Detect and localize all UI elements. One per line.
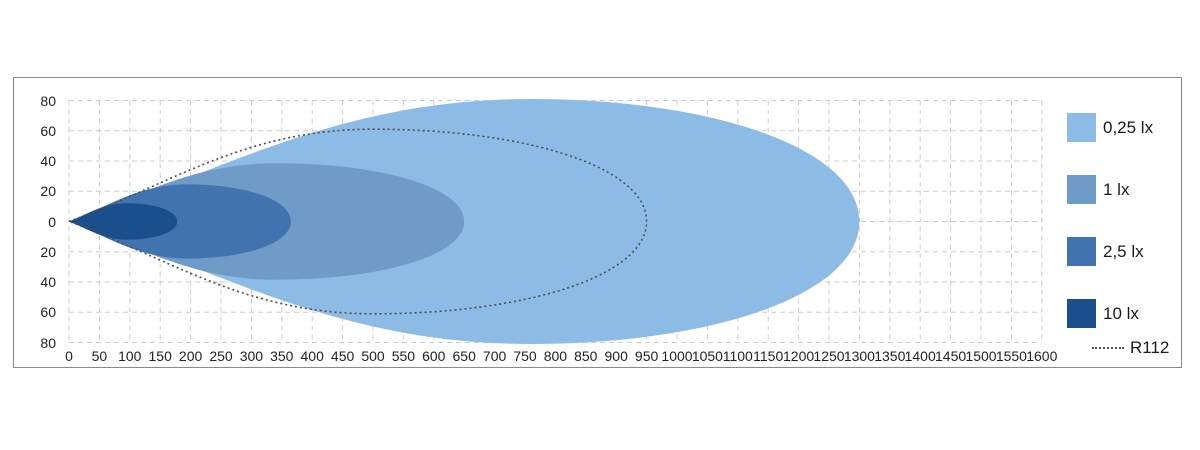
y-tick-label: 20 [40,183,56,200]
x-tick-label: 750 [513,348,537,364]
x-tick-label: 100 [118,348,142,364]
x-tick-label: 650 [452,348,476,364]
x-tick-label: 200 [178,348,203,364]
x-tick-label: 1300 [843,348,875,364]
x-tick-label: 1250 [813,348,845,364]
x-tick-label: 400 [300,348,324,364]
x-tick-label: 700 [482,348,507,364]
y-tick-label: 80 [40,92,56,109]
x-tick-label: 1350 [874,348,906,364]
x-tick-label: 1600 [1026,348,1058,364]
y-tick-label: 20 [40,243,56,260]
x-tick-label: 1550 [995,348,1027,364]
legend-label: R112 [1130,338,1170,357]
x-tick-label: 250 [209,348,233,364]
legend-swatch-10-lx [1067,299,1096,328]
x-tick-label: 950 [634,348,659,364]
legend-label: 2,5 lx [1103,242,1144,261]
legend-swatch-0-25-lx [1067,113,1096,142]
legend-swatch-2-5-lx [1067,237,1096,266]
x-tick-label: 350 [270,348,294,364]
x-tick-label: 0 [65,348,73,364]
x-tick-label: 1150 [753,348,784,364]
x-tick-label: 1450 [935,348,967,364]
y-tick-label: 60 [40,304,56,321]
y-tick-label: 40 [40,274,56,290]
x-tick-label: 500 [361,348,385,364]
x-tick-label: 800 [543,348,568,364]
x-tick-label: 850 [574,348,598,364]
beam-contour-R112 [66,128,648,315]
x-tick-label: 300 [239,348,264,364]
legend-dotted-line-icon [1092,347,1124,349]
x-tick-label: 150 [148,348,172,364]
legend-label: 1 lx [1103,180,1130,199]
legend-swatch-1-lx [1067,175,1096,204]
legend-label: 0,25 lx [1103,118,1154,137]
y-tick-label: 0 [48,213,56,230]
x-tick-label: 600 [422,348,446,364]
x-tick-label: 450 [330,348,355,364]
y-tick-label: 80 [40,334,56,351]
beam-contours [66,99,860,344]
y-tick-label: 40 [40,153,56,169]
x-tick-label: 900 [604,348,628,364]
x-tick-label: 550 [391,348,416,364]
legend-label: 10 lx [1103,304,1139,323]
x-tick-label: 1400 [904,348,936,364]
y-tick-label: 60 [40,122,56,139]
beam-contour-2-5-lx [69,184,291,259]
x-tick-label: 1200 [783,348,815,364]
x-tick-label: 1100 [722,348,753,364]
x-tick-label: 1000 [661,348,693,364]
beam-contour-10-lx [69,203,178,240]
x-tick-label: 50 [91,348,108,364]
x-tick-label: 1500 [965,348,997,364]
x-tick-label: 1050 [691,348,723,364]
